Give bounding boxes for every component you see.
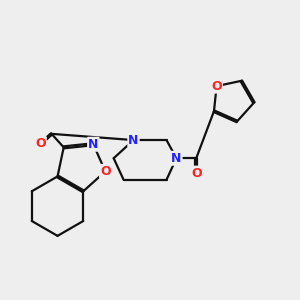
- Text: O: O: [100, 165, 111, 178]
- Text: O: O: [35, 137, 46, 150]
- Text: N: N: [128, 134, 139, 147]
- Text: N: N: [171, 152, 182, 165]
- Text: O: O: [191, 167, 202, 180]
- Text: O: O: [211, 80, 222, 93]
- Text: N: N: [88, 138, 98, 151]
